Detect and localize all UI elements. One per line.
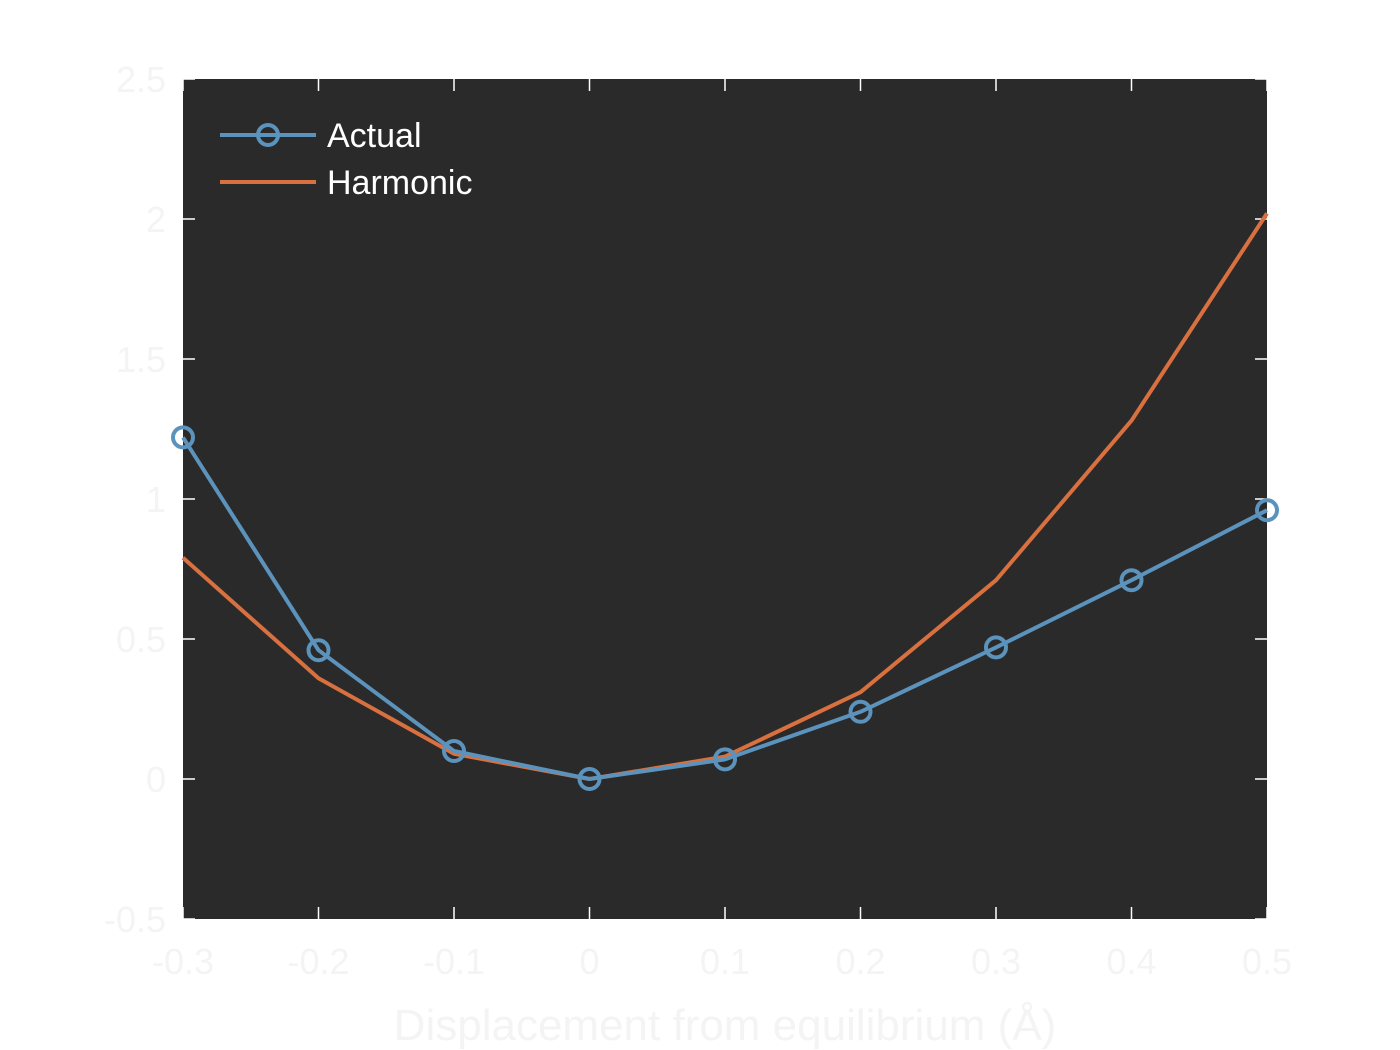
x-tick-label: 0.1 <box>700 941 750 982</box>
x-tick-label: -0.1 <box>423 941 485 982</box>
x-tick-label: 0.4 <box>1106 941 1156 982</box>
y-tick-label: 1.5 <box>116 339 166 380</box>
data-point-actual <box>442 739 466 763</box>
data-point-actual <box>848 699 873 724</box>
legend-label-actual: Actual <box>327 117 422 155</box>
y-tick-label: 0.5 <box>116 619 166 660</box>
data-point-actual <box>713 747 737 772</box>
series-line-harmonic <box>181 212 1269 781</box>
x-tick-label: -0.2 <box>287 941 349 982</box>
y-tick-label: 2.5 <box>116 59 166 100</box>
legend: Actual Harmonic <box>220 117 472 202</box>
series-line-actual <box>181 436 1268 781</box>
y-tick-label: 0 <box>146 759 166 800</box>
y-tick-label: 1 <box>146 479 166 520</box>
data-point-actual <box>171 425 195 450</box>
x-tick-label: 0.3 <box>971 941 1021 982</box>
data-point-actual <box>577 767 602 791</box>
x-tick-label: 0 <box>579 941 599 982</box>
data-point-actual <box>1255 498 1279 523</box>
y-tick-label: -0.5 <box>104 899 166 940</box>
x-tick-label: 0.5 <box>1242 941 1292 982</box>
axes: -0.3 -0.2 -0.1 0 0.1 0.2 0.3 0.4 0.5 -0.5 0 0.5 1 1.5… <box>104 59 1292 982</box>
y-tick-label: 2 <box>146 199 166 240</box>
plot-area <box>183 79 1267 919</box>
x-tick-label: -0.3 <box>152 941 214 982</box>
x-axis-label: Displacement from equilibrium (Å) <box>394 1001 1057 1050</box>
series-layer <box>171 212 1279 791</box>
data-point-actual <box>1119 568 1144 593</box>
x-tick-label: 0.2 <box>835 941 885 982</box>
legend-label-harmonic: Harmonic <box>327 164 472 202</box>
legend-marker <box>256 123 280 147</box>
data-point-actual <box>984 635 1008 660</box>
data-point-actual <box>306 638 331 663</box>
